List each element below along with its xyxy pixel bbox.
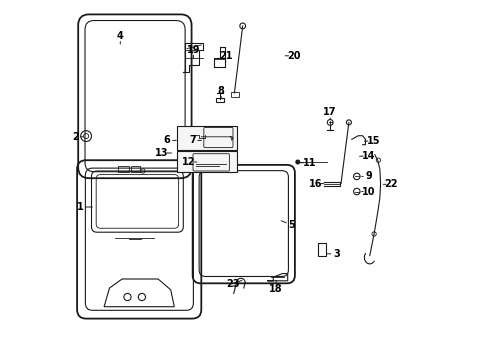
Text: 2: 2: [72, 132, 79, 142]
Text: 13: 13: [155, 148, 168, 158]
Text: 3: 3: [332, 249, 339, 259]
Text: 9: 9: [365, 171, 371, 181]
Text: 15: 15: [366, 136, 379, 146]
Text: 19: 19: [186, 45, 200, 55]
Bar: [177, 151, 237, 172]
Text: 17: 17: [323, 107, 336, 117]
Bar: [216, 98, 223, 102]
Text: 20: 20: [287, 51, 300, 61]
Text: 5: 5: [287, 220, 294, 230]
Text: 4: 4: [117, 31, 123, 41]
Text: 14: 14: [361, 150, 375, 161]
Text: 12: 12: [182, 157, 195, 167]
Text: 16: 16: [308, 179, 322, 189]
Bar: [177, 126, 237, 150]
Text: 18: 18: [269, 284, 283, 294]
Text: 7: 7: [188, 135, 195, 145]
Bar: [131, 166, 140, 172]
Text: 11: 11: [302, 158, 315, 168]
Text: 21: 21: [219, 51, 232, 61]
Bar: [118, 166, 128, 172]
Text: 22: 22: [384, 179, 397, 189]
Circle shape: [295, 160, 299, 164]
Text: 1: 1: [77, 202, 84, 212]
Text: 10: 10: [361, 186, 375, 197]
Bar: [318, 243, 325, 256]
Bar: [230, 92, 238, 97]
Text: 23: 23: [226, 279, 239, 289]
Text: 8: 8: [217, 86, 224, 96]
Text: 6: 6: [163, 135, 170, 145]
